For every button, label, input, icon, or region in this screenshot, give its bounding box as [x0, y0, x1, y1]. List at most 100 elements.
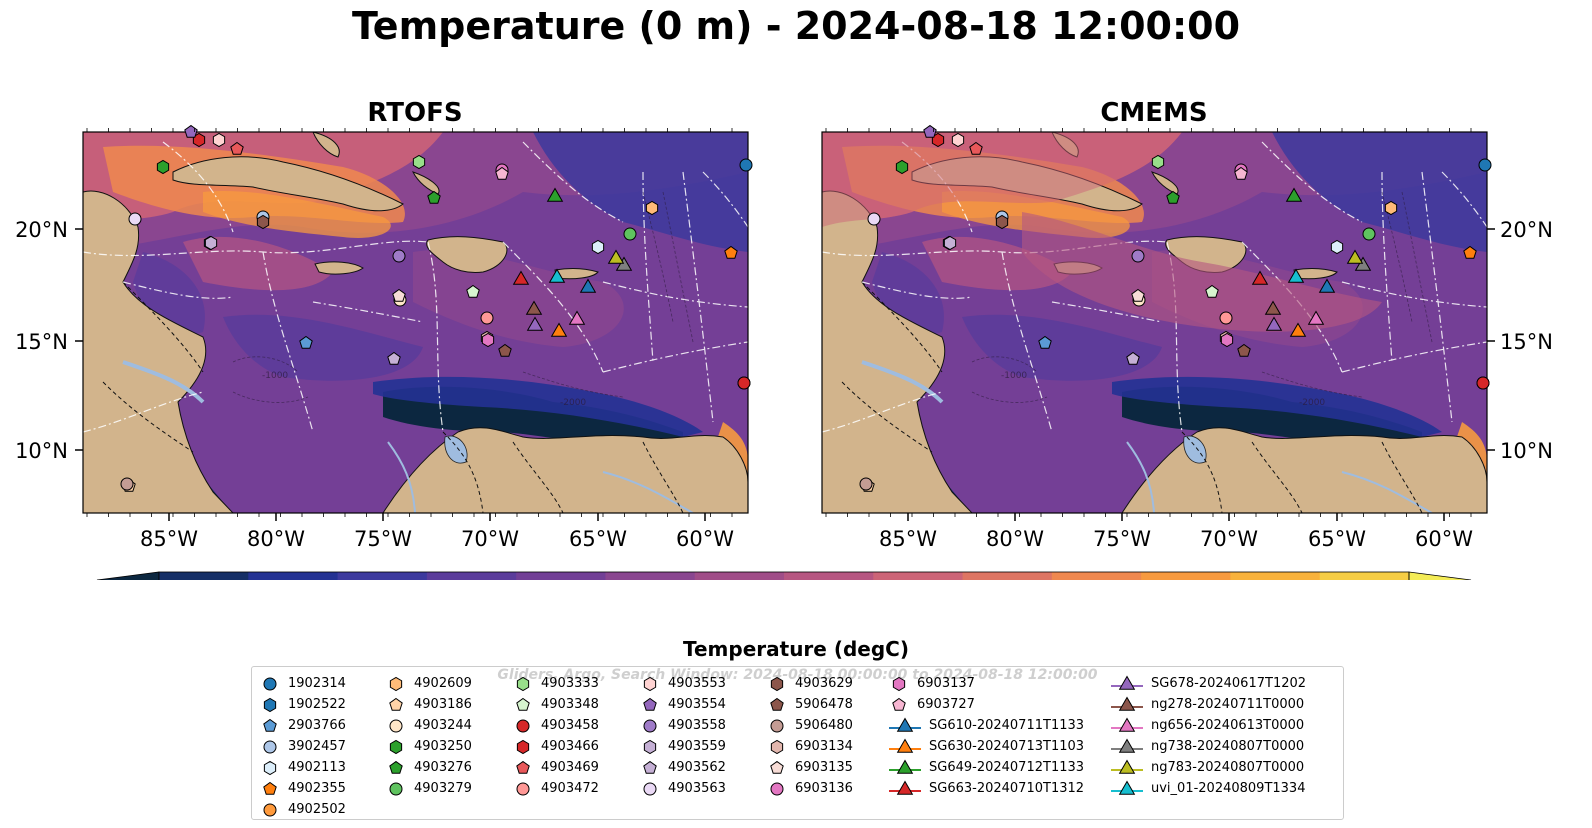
legend-label: ng738-20240807T0000: [1151, 739, 1305, 754]
argo-float-4903333: [1151, 154, 1165, 170]
legend-label: SG630-20240713T1103: [929, 739, 1085, 754]
colorbar-segment: [1141, 572, 1231, 580]
legend-label: 4903469: [541, 760, 599, 775]
observation-markers-rtofs: [120, 124, 753, 492]
legend-item: 1902522: [260, 694, 346, 715]
legend-item: 2903766: [260, 715, 346, 736]
legend-item: 6903135: [767, 757, 853, 778]
triangle-marker-icon: [889, 779, 921, 795]
axis-ticks: 85°W 80°W 75°W 70°W 65°W 60°W 20°N 15°N 10°N 85°W…: [15, 128, 1553, 551]
pentagon-marker-icon: [892, 697, 906, 711]
legend-item: 4903466: [513, 736, 599, 757]
legend-column: 4903629 5906478 5906480 6903134 6903135 69031…: [767, 673, 853, 799]
legend-item: SG678-20240617T1202: [1111, 673, 1306, 694]
argo-float-4903559: [943, 235, 957, 251]
argo-float-2903766: [299, 335, 313, 349]
pentagon-marker-icon: [263, 718, 277, 732]
argo-float-4903348: [1205, 284, 1219, 298]
legend-item: 5906478: [767, 694, 853, 715]
colorbar-segment: [337, 572, 428, 580]
colorbar-segment: [962, 572, 1053, 580]
lat-tick-label: 10°N: [15, 439, 68, 463]
lat-tick-label: 10°N: [1500, 439, 1553, 463]
legend-item: SG663-20240710T1312: [889, 778, 1084, 799]
circle-marker-icon: [770, 782, 784, 795]
legend-label: 4902355: [288, 781, 346, 796]
legend-label: 4902113: [288, 760, 346, 775]
legend-label: 5906478: [795, 697, 853, 712]
argo-float-4903553: [212, 132, 226, 148]
glider-SG663-20240710T1312: [512, 270, 530, 285]
glider-SG649-20240712T1133: [546, 187, 564, 202]
hexagon-marker-icon: [263, 697, 277, 712]
legend-item: 4903348: [513, 694, 599, 715]
hexagon-marker-icon: [263, 760, 277, 775]
triangle-marker-icon: [889, 716, 921, 732]
argo-float-4902609: [1384, 200, 1398, 216]
hexagon-marker-icon: [770, 676, 784, 691]
triangle-marker-icon: [1111, 695, 1143, 711]
legend-column: 1902314 1902522 2903766 3902457 4902113 49023…: [260, 673, 346, 820]
lon-tick-label: 65°W: [569, 527, 627, 551]
legend-item: ng278-20240711T0000: [1111, 694, 1306, 715]
argo-float-4902355: [1463, 245, 1477, 259]
contour-label: -2000: [560, 398, 586, 408]
circle-marker-icon: [389, 782, 403, 795]
pentagon-marker-icon: [770, 760, 784, 774]
colorbar: 28.028.529.029.530.030.531.031.5: [96, 571, 1472, 580]
legend-item: 5906480: [767, 715, 853, 736]
legend-label: ng278-20240711T0000: [1151, 697, 1305, 712]
glider-ng278-20240711T0000: [1264, 300, 1282, 315]
colorbar-max-extend: [1408, 571, 1472, 580]
legend-label: 4903472: [541, 781, 599, 796]
glider-ng783-20240807T0000: [607, 249, 625, 264]
argo-float-6903727: [495, 166, 509, 180]
argo-float-6903137: [481, 332, 495, 348]
hexagon-marker-icon: [516, 676, 530, 691]
legend-column: 4902609 4903186 4903244 4903250 4903276 49032…: [386, 673, 472, 799]
glider-uvi_01-20240809T1334: [548, 268, 566, 283]
legend-label: uvi_01-20240809T1334: [1151, 781, 1306, 796]
panel-title-cmems: CMEMS: [1100, 98, 1208, 128]
legend-item: 4903554: [640, 694, 726, 715]
colorbar-segment: [516, 572, 606, 580]
legend-item: ng738-20240807T0000: [1111, 736, 1306, 757]
argo-float-2903766: [1038, 335, 1052, 349]
colorbar-segment: [1319, 572, 1410, 580]
lon-tick-label: 85°W: [879, 527, 937, 551]
legend-item: 4902113: [260, 757, 346, 778]
glider-ng738-20240807T0000: [615, 256, 633, 271]
legend-label: 4903562: [668, 760, 726, 775]
glider-ng783-20240807T0000: [1346, 249, 1364, 264]
circle-marker-icon: [263, 803, 277, 816]
argo-float-4903276: [427, 190, 441, 204]
pentagon-marker-icon: [516, 697, 530, 711]
pentagon-marker-icon: [389, 760, 403, 774]
legend-item: 4903562: [640, 757, 726, 778]
argo-float-4903276: [1166, 190, 1180, 204]
pentagon-marker-icon: [263, 781, 277, 795]
argo-float-4903629: [995, 214, 1009, 230]
argo-float-4903563: [867, 212, 881, 226]
lon-tick-label: 80°W: [247, 527, 305, 551]
argo-float-6903135: [1131, 288, 1145, 302]
argo-float-4903558: [392, 249, 406, 263]
legend-label: 4903554: [668, 697, 726, 712]
colorbar-segment: [426, 572, 517, 580]
argo-float-4903279: [1362, 227, 1376, 241]
glider-SG630-20240713T1103: [1289, 322, 1307, 337]
glider-uvi_01-20240809T1334: [1287, 268, 1305, 283]
legend-item: 4903279: [386, 778, 472, 799]
lat-tick-label: 20°N: [15, 218, 68, 242]
argo-float-4903250: [895, 159, 909, 175]
legend-item: 4902355: [260, 778, 346, 799]
legend-item: SG610-20240711T1133: [889, 715, 1084, 736]
figure-title: Temperature (0 m) - 2024-08-18 12:00:00: [351, 4, 1241, 48]
legend-item: 4903250: [386, 736, 472, 757]
pentagon-marker-icon: [516, 760, 530, 774]
argo-float-4903279: [623, 227, 637, 241]
legend-label: 4903466: [541, 739, 599, 754]
argo-float-4903629: [256, 214, 270, 230]
triangle-marker-icon: [1111, 758, 1143, 774]
argo-float-4903562: [387, 351, 401, 365]
